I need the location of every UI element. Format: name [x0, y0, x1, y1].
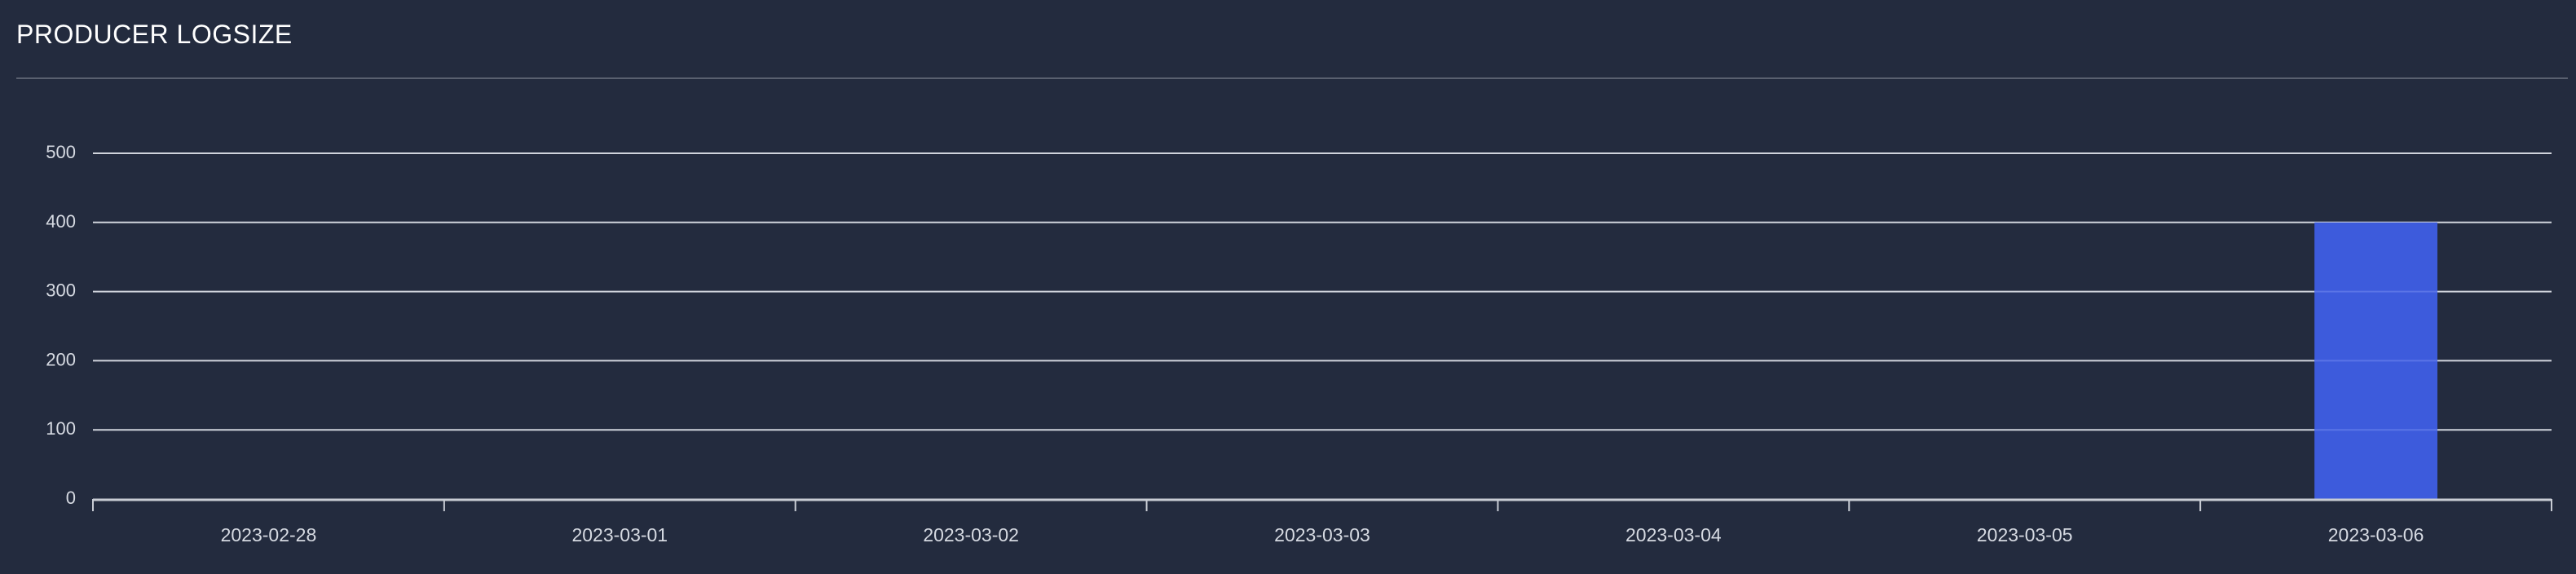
y-tick-label: 300 [46, 280, 76, 301]
x-tick-label: 2023-03-04 [1625, 524, 1722, 545]
y-axis-labels: 0 100 200 300 400 500 [46, 142, 76, 508]
y-tick-label: 0 [66, 488, 76, 508]
x-axis-labels: 2023-02-28 2023-03-01 2023-03-02 2023-03-03… [221, 524, 2424, 545]
x-axis [92, 498, 2552, 511]
title-divider [16, 77, 2568, 79]
y-tick-label: 400 [46, 211, 76, 232]
y-tick-label: 200 [46, 349, 76, 369]
x-tick-label: 2023-03-01 [571, 524, 668, 545]
x-tick-label: 2023-03-03 [1274, 524, 1370, 545]
grid-lines [93, 152, 2552, 431]
y-tick-label: 100 [46, 418, 76, 439]
y-tick-label: 500 [46, 142, 76, 162]
x-tick-label: 2023-03-05 [1977, 524, 2073, 545]
bars [2314, 222, 2437, 499]
panel-title: PRODUCER LOGSIZE [16, 20, 293, 49]
x-tick-label: 2023-03-06 [2328, 524, 2424, 545]
x-tick-label: 2023-02-28 [221, 524, 317, 545]
x-tick-label: 2023-03-02 [923, 524, 1019, 545]
